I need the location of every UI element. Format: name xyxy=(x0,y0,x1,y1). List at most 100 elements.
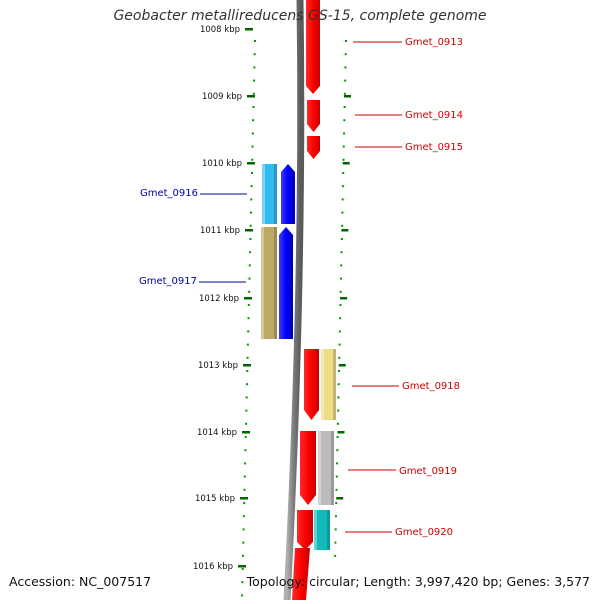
feature-block-highlight xyxy=(321,349,324,420)
ruler-tick-label: 1010 kbp xyxy=(202,159,242,169)
inner-dotted-ring-dot xyxy=(246,356,249,359)
inner-dotted-ring-dot xyxy=(242,541,245,544)
gene-arrow-gmet_0914 xyxy=(307,100,320,132)
feature-block-gmet_0916 xyxy=(262,164,277,224)
outer-dotted-ring-dot xyxy=(335,488,338,491)
outer-dotted-ring-dot xyxy=(344,79,347,82)
inner-dotted-ring-dot xyxy=(249,211,252,214)
inner-dotted-ring-dot xyxy=(246,343,249,346)
feature-block-highlight xyxy=(261,227,264,339)
ruler-tick xyxy=(247,95,255,98)
inner-dotted-ring-dot xyxy=(252,92,255,95)
inner-dotted-ring-dot xyxy=(241,568,244,570)
outer-dotted-ring-dot xyxy=(343,92,346,95)
ruler-tick-label: 1015 kbp xyxy=(195,494,235,504)
gene-label-gmet_0918: Gmet_0918 xyxy=(402,381,460,392)
gene-label-gmet_0915: Gmet_0915 xyxy=(405,142,463,153)
outer-dotted-ring-dot xyxy=(334,541,337,544)
feature-block-highlight xyxy=(262,164,265,224)
inner-dotted-ring-dot xyxy=(241,594,244,597)
gene-arrow-continuation xyxy=(292,548,310,600)
outer-dotted-ring-dot xyxy=(334,554,337,557)
inner-dotted-ring-dot xyxy=(241,581,244,584)
inner-dotted-ring-dot xyxy=(250,172,253,174)
ruler-tick-label: 1008 kbp xyxy=(200,25,240,35)
ruler-tick-label: 1016 kbp xyxy=(193,562,233,572)
inner-dotted-ring-dot xyxy=(246,370,249,372)
feature-block-shade xyxy=(331,431,334,505)
outer-dotted-ring-dot xyxy=(339,304,342,306)
inner-dotted-ring-dot xyxy=(248,290,251,293)
inner-dotted-ring-dot xyxy=(243,488,246,491)
gene-arrow-gmet_0919 xyxy=(300,431,316,505)
feature-block-gmet_0920 xyxy=(314,510,330,550)
inner-dotted-ring-dot xyxy=(254,40,256,42)
inner-dotted-ring-dot xyxy=(243,475,246,478)
gene-label-gmet_0914: Gmet_0914 xyxy=(405,110,463,121)
outer-dotted-ring-dot xyxy=(340,264,343,267)
outer-dotted-ring-dot xyxy=(340,238,343,240)
outer-ring-tick xyxy=(338,364,346,367)
inner-dotted-ring-dot xyxy=(247,330,250,333)
outer-ring-tick xyxy=(342,162,350,165)
inner-dotted-ring-dot xyxy=(251,132,254,135)
ruler-tick xyxy=(243,364,251,367)
gene-arrow-gmet_0918 xyxy=(304,349,319,420)
inner-dotted-ring-dot xyxy=(253,66,256,69)
outer-dotted-ring-dot xyxy=(336,422,339,425)
outer-dotted-ring-dot xyxy=(339,277,342,280)
gene-arrow-gmet_0915 xyxy=(307,136,320,159)
feature-block-shade xyxy=(274,227,277,339)
outer-dotted-ring-dot xyxy=(337,383,340,386)
outer-dotted-ring-dot xyxy=(339,317,342,320)
inner-dotted-ring-dot xyxy=(250,198,253,201)
outer-dotted-ring-dot xyxy=(343,119,346,122)
outer-dotted-ring-dot xyxy=(337,396,340,399)
gene-arrow-gmet_0916 xyxy=(281,164,295,224)
outer-dotted-ring-dot xyxy=(343,106,346,108)
outer-ring-tick xyxy=(344,95,351,98)
inner-dotted-ring-dot xyxy=(253,53,256,56)
gene-label-gmet_0913: Gmet_0913 xyxy=(405,37,463,48)
inner-dotted-ring-dot xyxy=(252,119,255,122)
backbone-line xyxy=(283,0,305,601)
inner-dotted-ring-dot xyxy=(241,554,244,557)
ruler-tick-label: 1009 kbp xyxy=(202,92,242,102)
outer-dotted-ring-dot xyxy=(337,409,340,412)
gene-label-gmet_0917: Gmet_0917 xyxy=(139,276,197,287)
inner-dotted-ring-dot xyxy=(244,462,247,465)
ruler-tick-label: 1011 kbp xyxy=(200,226,240,236)
feature-block-gmet_0917 xyxy=(261,227,277,339)
accession-text: Accession: NC_007517 xyxy=(9,574,152,589)
outer-dotted-ring-dot xyxy=(345,40,347,42)
inner-dotted-ring-dot xyxy=(245,409,248,412)
outer-dotted-ring-dot xyxy=(344,66,347,69)
feature-block-shade xyxy=(327,510,330,550)
outer-dotted-ring-dot xyxy=(334,515,337,518)
outer-ring-tick xyxy=(337,431,345,434)
inner-dotted-ring-dot xyxy=(244,436,247,438)
ruler-tick-label: 1014 kbp xyxy=(197,428,237,438)
ruler-tick-label: 1013 kbp xyxy=(198,361,238,371)
outer-dotted-ring-dot xyxy=(338,330,341,333)
outer-dotted-ring-dot xyxy=(336,449,339,452)
outer-dotted-ring-dot xyxy=(334,528,337,531)
inner-dotted-ring-dot xyxy=(252,106,255,108)
outer-dotted-ring-dot xyxy=(341,211,344,214)
ruler-tick xyxy=(245,229,253,232)
inner-dotted-ring-dot xyxy=(247,304,250,306)
outer-dotted-ring-dot xyxy=(339,290,342,293)
inner-dotted-ring-dot xyxy=(244,449,247,452)
outer-dotted-ring-dot xyxy=(340,251,343,254)
ruler-tick xyxy=(247,162,255,165)
inner-dotted-ring-dot xyxy=(245,383,248,386)
inner-dotted-ring-dot xyxy=(248,264,251,267)
outer-dotted-ring-dot xyxy=(344,53,347,56)
inner-dotted-ring-dot xyxy=(253,79,256,82)
gene-label-gmet_0919: Gmet_0919 xyxy=(399,466,457,477)
outer-dotted-ring-dot xyxy=(335,502,338,504)
outer-ring-tick xyxy=(341,229,349,232)
inner-dotted-ring-dot xyxy=(242,528,245,531)
ruler-tick xyxy=(244,297,252,300)
